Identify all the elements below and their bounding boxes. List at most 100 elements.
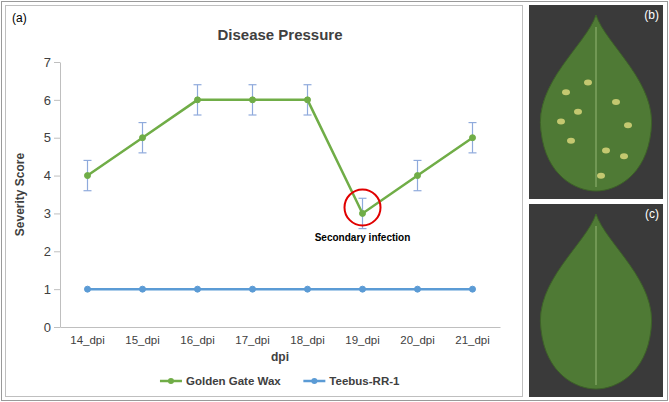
error-bar-cap — [84, 160, 92, 161]
y-axis: 0 1 2 3 4 5 6 7 — [44, 55, 61, 335]
series-marker — [305, 97, 311, 103]
x-tick: 18_dpi — [290, 327, 325, 346]
error-bar-cap — [469, 122, 477, 123]
error-bar — [414, 160, 422, 190]
error-bar — [139, 123, 147, 153]
series-marker — [195, 286, 201, 292]
x-tick: 19_dpi — [345, 327, 380, 346]
legend-item: Teebus-RR-1 — [303, 375, 400, 387]
error-bar-cap — [249, 84, 257, 85]
photo-background — [529, 204, 663, 397]
chart-title: Disease Pressure — [217, 26, 342, 43]
y-tick-mark — [54, 138, 60, 139]
lesion — [584, 80, 592, 86]
y-tick-label: 4 — [44, 168, 51, 183]
lesion — [597, 173, 605, 179]
legend-marker — [168, 378, 174, 384]
series — [84, 85, 477, 229]
y-tick-mark — [54, 213, 60, 214]
error-bar — [359, 198, 367, 228]
series-marker — [360, 286, 366, 292]
y-axis-line — [60, 63, 61, 328]
x-tick-label: 19_dpi — [345, 334, 380, 346]
legend-marker — [311, 378, 317, 384]
panel-label: (b) — [644, 8, 659, 22]
y-tick: 7 — [44, 55, 60, 70]
error-bar-cap — [414, 190, 422, 191]
error-bar-cap — [194, 114, 202, 115]
y-tick-label: 0 — [44, 320, 51, 335]
series-marker — [360, 210, 366, 216]
series-line — [88, 100, 473, 214]
legend-label: Teebus-RR-1 — [329, 375, 400, 387]
x-tick-label: 20_dpi — [400, 334, 435, 346]
y-tick-label: 6 — [44, 93, 51, 108]
series-marker — [250, 97, 256, 103]
x-tick-label: 14_dpi — [70, 334, 105, 346]
series — [85, 286, 476, 292]
x-axis: 14_dpi15_dpi16_dpi17_dpi18_dpi19_dpi20_d… — [61, 327, 501, 346]
leaf — [540, 15, 651, 191]
x-tick: 21_dpi — [455, 327, 490, 346]
annotation-background — [313, 231, 413, 244]
series-marker — [195, 97, 201, 103]
plot-area — [84, 85, 477, 292]
x-tick-label: 16_dpi — [180, 334, 215, 346]
annotation-circle — [345, 189, 381, 225]
error-bar — [84, 160, 92, 190]
y-tick-label: 7 — [44, 55, 51, 70]
series-marker — [250, 286, 256, 292]
x-tick: 20_dpi — [400, 327, 435, 346]
annotation-text: Secondary infection — [315, 232, 411, 243]
y-tick: 5 — [44, 130, 60, 145]
y-tick: 4 — [44, 168, 60, 183]
y-tick-label: 2 — [44, 244, 51, 259]
series-marker — [85, 173, 91, 179]
leaf-vein — [595, 27, 597, 187]
panel-label: (a) — [12, 11, 27, 25]
series-marker — [85, 286, 91, 292]
lesion — [567, 138, 575, 144]
series-marker — [140, 135, 146, 141]
y-tick: 2 — [44, 244, 60, 259]
lesion — [612, 99, 620, 105]
error-bar-cap — [469, 152, 477, 153]
error-bar-cap — [139, 152, 147, 153]
y-tick-label: 5 — [44, 130, 51, 145]
series-marker — [305, 286, 311, 292]
error-bar-cap — [414, 160, 422, 161]
error-bar-cap — [304, 84, 312, 85]
error-bar-cap — [304, 114, 312, 115]
lesion — [620, 153, 628, 159]
error-bar-cap — [359, 198, 367, 199]
y-tick-mark — [54, 289, 60, 290]
x-tick: 15_dpi — [125, 327, 160, 346]
error-bar-cap — [139, 122, 147, 123]
panel-frame — [6, 6, 523, 397]
figure: (a) (b) (c) Disease Pressure 0 1 2 3 4 5 6 7 14_dpi 1… — [0, 0, 669, 402]
y-tick: 3 — [44, 206, 60, 221]
legend-label: Golden Gate Wax — [186, 375, 281, 387]
y-tick-mark — [54, 251, 60, 252]
error-bar-cap — [194, 84, 202, 85]
error-bar-cap — [249, 114, 257, 115]
error-bar — [304, 85, 312, 115]
legend: Golden Gate Wax Teebus-RR-1 — [160, 375, 400, 387]
photo-background — [529, 5, 663, 199]
error-bar-cap — [84, 190, 92, 191]
x-tick-label: 21_dpi — [455, 334, 490, 346]
panel-label: (c) — [645, 207, 659, 221]
x-tick-label: 18_dpi — [290, 334, 325, 346]
lesion — [574, 109, 582, 115]
leaf — [540, 214, 651, 389]
y-tick: 1 — [44, 282, 60, 297]
y-axis-title: Severity Score — [13, 152, 27, 236]
lesion — [624, 122, 632, 128]
lesion — [562, 89, 570, 95]
figure-frame — [2, 2, 668, 401]
error-bar-cap — [359, 228, 367, 229]
x-tick-label: 15_dpi — [125, 334, 160, 346]
leaf-vein — [595, 226, 597, 385]
y-tick: 0 — [44, 320, 60, 335]
series-marker — [140, 286, 146, 292]
